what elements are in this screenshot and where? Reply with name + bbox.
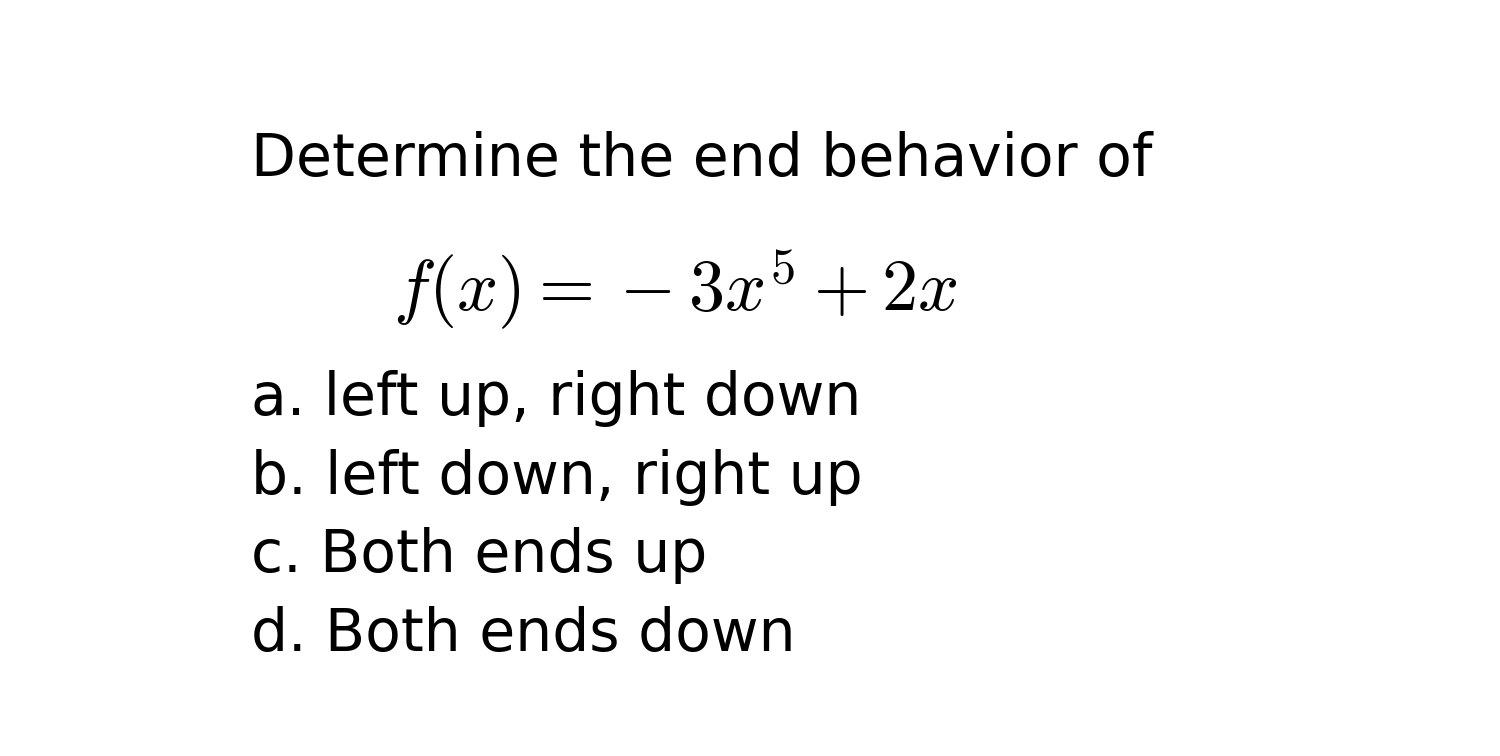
Text: Determine the end behavior of: Determine the end behavior of	[252, 132, 1154, 188]
Text: d. Both ends down: d. Both ends down	[252, 606, 796, 663]
Text: a. left up, right down: a. left up, right down	[252, 370, 862, 427]
Text: c. Both ends up: c. Both ends up	[252, 528, 708, 584]
Text: $f(x) = -3x^5 + 2x$: $f(x) = -3x^5 + 2x$	[393, 248, 958, 332]
Text: b. left down, right up: b. left down, right up	[252, 449, 862, 506]
